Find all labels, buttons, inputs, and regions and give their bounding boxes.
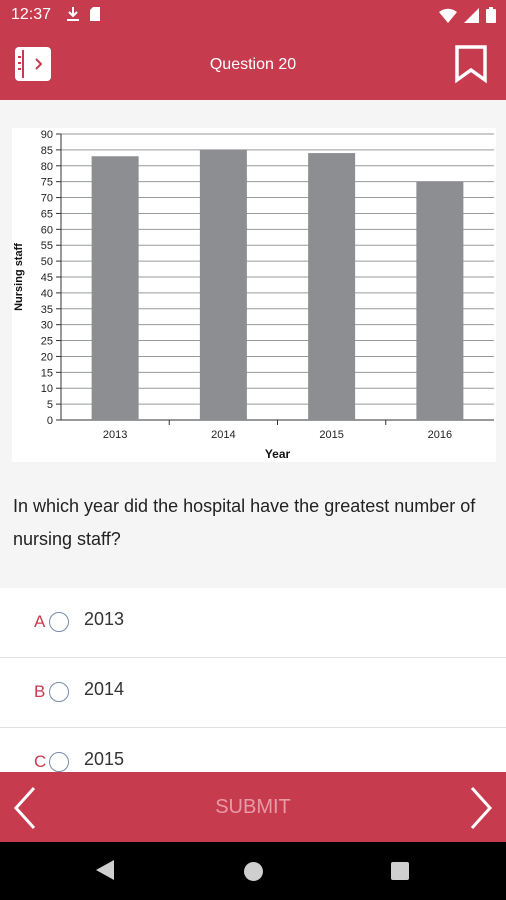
app-bar: Question 20 (0, 30, 506, 100)
option-c[interactable]: C 2015 (0, 728, 506, 772)
page-title: Question 20 (209, 56, 297, 73)
bar-chart: 0 5 10 15 20 25 30 35 40 45 50 55 60 65 70 75 80 85 90 2013… (13, 129, 494, 461)
y-tick-label: 30 (41, 320, 53, 332)
y-tick-label: 65 (41, 208, 53, 220)
chart: 0 5 10 15 20 25 30 35 40 45 50 55 60 65 70 75 80 85 90 2013… (12, 128, 496, 462)
y-axis-label: Nursing staff (13, 243, 25, 311)
x-tick-label: 2015 (319, 429, 343, 441)
option-a[interactable]: A 2013 (0, 588, 506, 658)
book-menu-icon[interactable] (14, 46, 52, 82)
y-tick-label: 15 (41, 367, 53, 379)
y-tick-label: 45 (41, 272, 53, 284)
question-area: 0 5 10 15 20 25 30 35 40 45 50 55 60 65 70 75 80 85 90 2013… (0, 100, 506, 588)
bookmark-icon[interactable] (454, 44, 488, 84)
bar (416, 181, 464, 420)
option-b[interactable]: B 2014 (0, 658, 506, 728)
option-label: 2014 (84, 679, 125, 699)
chevron-left-icon[interactable] (8, 784, 42, 832)
submit-button[interactable]: SUBMIT (215, 796, 291, 818)
chevron-right-icon[interactable] (464, 784, 498, 832)
y-tick-label: 40 (41, 288, 53, 300)
status-time: 12:37 (11, 6, 52, 23)
bottom-bar: SUBMIT (0, 772, 506, 842)
x-tick-label: 2013 (103, 429, 127, 441)
signal-icon (464, 7, 479, 28)
y-tick-label: 55 (41, 240, 53, 252)
back-icon[interactable] (96, 860, 114, 885)
y-tick-label: 25 (41, 336, 53, 348)
home-icon[interactable] (244, 862, 263, 881)
question-text: In which year did the hospital have the … (13, 496, 476, 549)
x-tick-label: 2016 (428, 429, 452, 441)
option-letter: C (34, 752, 47, 771)
y-tick-label: 75 (41, 177, 53, 189)
system-nav-bar (0, 842, 506, 900)
download-icon (66, 6, 80, 27)
radio-button[interactable] (49, 612, 69, 632)
radio-button[interactable] (49, 682, 69, 702)
y-tick-label: 5 (47, 399, 53, 411)
radio-button[interactable] (49, 752, 69, 772)
battery-icon (486, 7, 496, 28)
option-label: 2013 (84, 609, 125, 629)
recents-icon[interactable] (391, 862, 409, 880)
y-tick-label: 10 (41, 383, 53, 395)
status-bar: 12:37 (0, 0, 506, 30)
y-tick-label: 35 (41, 304, 53, 316)
answer-options: A 2013 B 2014 C 2015 (0, 588, 506, 772)
y-tick-label: 60 (41, 224, 53, 236)
y-tick-label: 0 (47, 415, 53, 427)
option-letter: B (34, 682, 46, 701)
y-tick-label: 80 (41, 161, 53, 173)
y-tick-label: 85 (41, 145, 53, 157)
option-label: 2015 (84, 749, 125, 769)
bar (91, 156, 139, 420)
y-tick-label: 90 (41, 129, 53, 141)
y-tick-label: 50 (41, 256, 53, 268)
sd-card-icon (89, 6, 101, 27)
x-axis-label: Year (265, 447, 291, 461)
bar (199, 149, 247, 420)
wifi-icon (439, 8, 457, 28)
option-letter: A (34, 612, 46, 631)
bar (308, 153, 356, 421)
x-tick-label: 2014 (211, 429, 235, 441)
y-tick-label: 20 (41, 351, 53, 363)
y-tick-label: 70 (41, 193, 53, 205)
